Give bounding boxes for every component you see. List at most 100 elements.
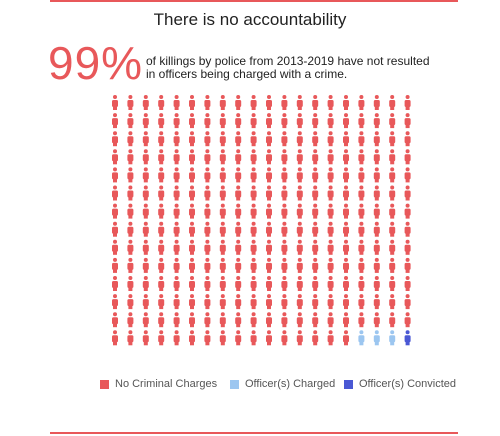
person-icon	[204, 312, 211, 328]
person-icon	[296, 131, 303, 147]
legend: No Criminal Charges Officer(s) Charged O…	[100, 378, 480, 394]
person-icon	[358, 330, 365, 346]
person-icon	[404, 221, 411, 237]
person-icon	[281, 131, 288, 147]
person-icon	[312, 330, 319, 346]
person-icon	[343, 239, 349, 255]
person-icon	[235, 330, 242, 346]
person-icon	[127, 113, 134, 129]
person-icon	[312, 131, 319, 147]
legend-label-convicted: Officer(s) Convicted	[359, 378, 456, 390]
person-icon	[127, 149, 134, 165]
person-icon	[404, 257, 411, 273]
person-icon	[219, 113, 226, 129]
person-icon	[312, 276, 319, 291]
person-icon	[281, 203, 288, 219]
person-icon	[373, 239, 380, 255]
person-icon	[204, 113, 211, 129]
person-icon	[373, 185, 380, 201]
person-icon	[358, 167, 365, 183]
person-icon	[312, 203, 319, 219]
person-icon	[219, 203, 226, 219]
person-icon	[327, 95, 334, 110]
person-icon	[358, 185, 365, 201]
person-icon	[373, 294, 380, 310]
person-icon	[189, 330, 195, 346]
legend-item-no-charges: No Criminal Charges	[100, 378, 217, 390]
person-icon	[343, 149, 349, 165]
person-icon	[343, 330, 349, 346]
person-icon	[358, 312, 365, 328]
person-icon	[281, 330, 288, 346]
legend-item-convicted: Officer(s) Convicted	[344, 378, 456, 390]
person-icon	[327, 131, 334, 147]
person-icon	[112, 167, 118, 183]
person-icon	[219, 95, 226, 110]
person-icon	[404, 312, 411, 328]
person-icon	[358, 203, 365, 219]
person-icon	[142, 167, 149, 183]
person-icon	[312, 312, 319, 328]
person-icon	[312, 113, 319, 129]
person-icon	[281, 221, 288, 237]
person-icon	[158, 149, 165, 165]
person-icon	[266, 312, 272, 328]
person-icon	[250, 330, 257, 346]
person-icon	[250, 167, 257, 183]
person-icon	[127, 203, 134, 219]
person-icon	[189, 167, 195, 183]
person-icon	[343, 167, 349, 183]
person-icon	[389, 294, 396, 310]
person-icon	[173, 113, 180, 129]
person-icon	[373, 131, 380, 147]
person-icon	[389, 276, 396, 291]
person-icon	[219, 257, 226, 273]
person-icon	[312, 167, 319, 183]
person-icon	[404, 113, 411, 129]
person-icon	[266, 131, 272, 147]
stat-description: of killings by police from 2013-2019 hav…	[146, 54, 430, 81]
person-icon	[189, 131, 195, 147]
person-icon	[204, 149, 211, 165]
person-icon	[235, 131, 242, 147]
person-icon	[142, 276, 149, 291]
chart-title: There is no accountability	[153, 10, 347, 29]
person-icon	[142, 95, 149, 110]
person-icon	[127, 294, 134, 310]
person-icon	[235, 149, 242, 165]
person-icon	[281, 257, 288, 273]
person-icon	[158, 312, 165, 328]
person-icon	[404, 167, 411, 183]
person-icon	[266, 185, 272, 201]
person-icon	[142, 330, 149, 346]
person-icon	[358, 95, 365, 110]
person-icon	[343, 131, 349, 147]
person-icon	[219, 149, 226, 165]
person-icon	[235, 203, 242, 219]
person-icon	[373, 312, 380, 328]
person-icon	[296, 203, 303, 219]
person-icon	[296, 95, 303, 110]
person-icon	[189, 276, 195, 291]
person-icon	[142, 185, 149, 201]
person-icon	[158, 113, 165, 129]
person-icon	[266, 113, 272, 129]
person-icon	[327, 113, 334, 129]
person-icon	[173, 203, 180, 219]
person-icon	[158, 294, 165, 310]
person-icon	[173, 185, 180, 201]
person-icon	[404, 330, 411, 346]
person-icon	[389, 113, 396, 129]
person-icon	[189, 312, 195, 328]
person-icon	[358, 239, 365, 255]
person-icon	[173, 276, 180, 291]
person-icon	[189, 294, 195, 310]
person-icon	[404, 203, 411, 219]
person-icon	[189, 239, 195, 255]
person-icon	[142, 221, 149, 237]
person-icon	[250, 131, 257, 147]
person-icon	[312, 257, 319, 273]
person-icon	[327, 203, 334, 219]
person-icon	[358, 257, 365, 273]
person-icon	[189, 185, 195, 201]
